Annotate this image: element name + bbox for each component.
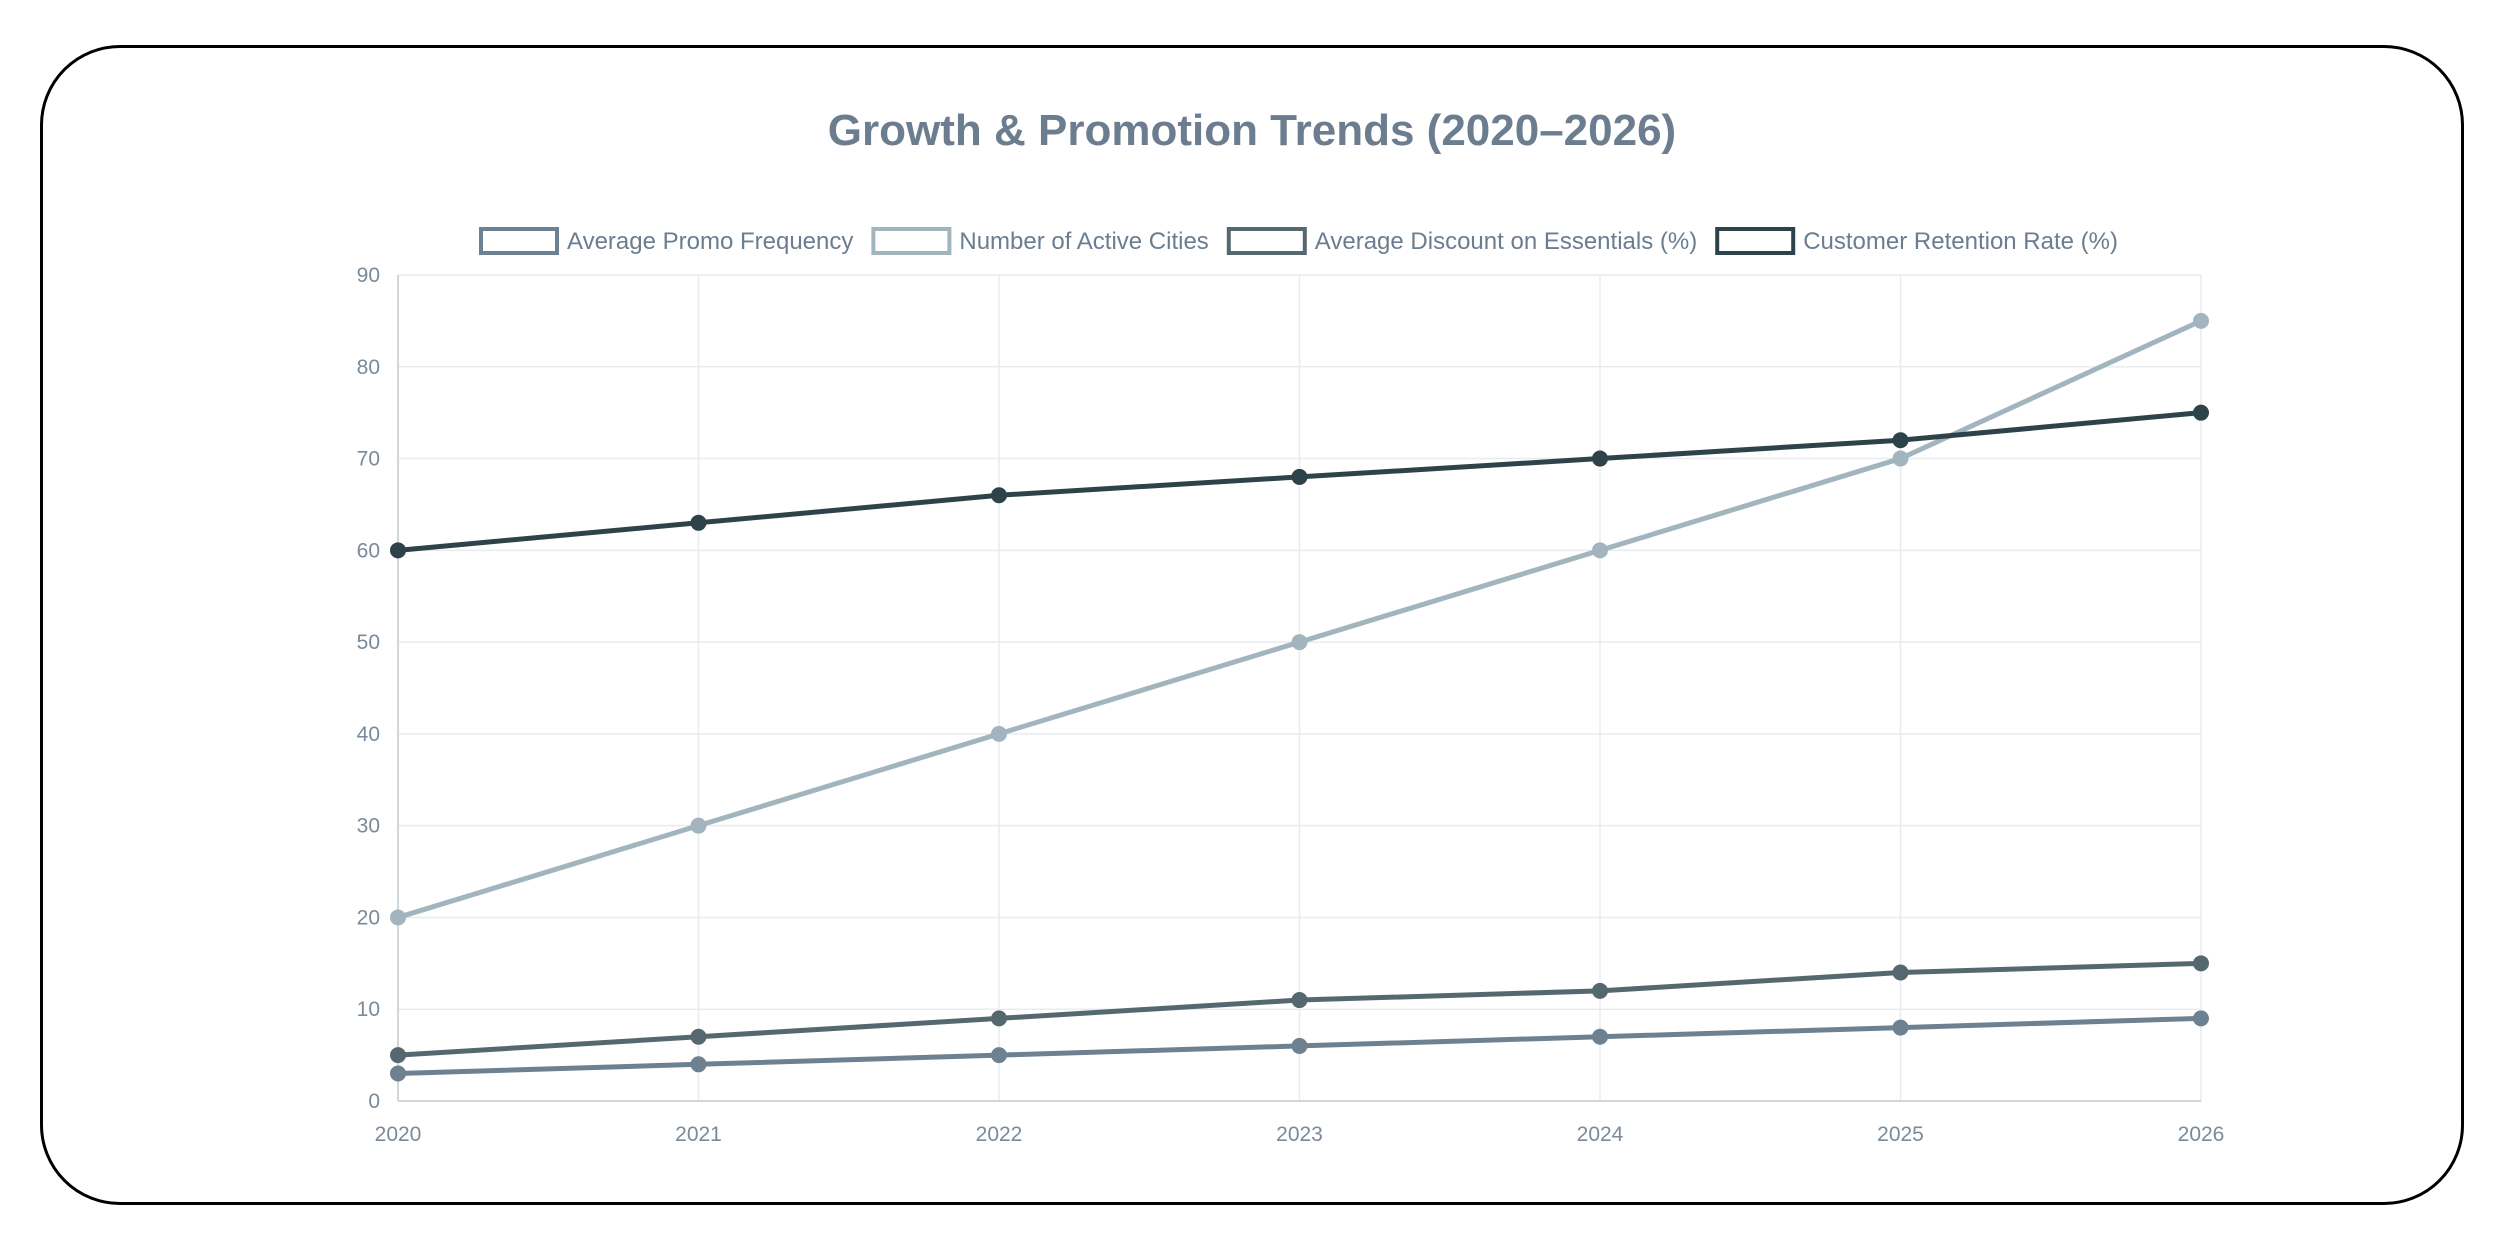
x-tick-label: 2023	[1276, 1123, 1323, 1146]
data-point	[690, 514, 707, 531]
legend-swatch	[479, 227, 559, 255]
y-tick-label: 40	[357, 723, 380, 746]
legend-swatch	[1226, 227, 1307, 255]
y-tick-label: 30	[357, 815, 380, 838]
y-tick-label: 0	[368, 1090, 380, 1113]
y-tick-label: 60	[357, 539, 380, 562]
y-tick-label: 20	[357, 906, 380, 929]
legend-label: Average Discount on Essentials (%)	[1315, 228, 1697, 255]
data-point	[690, 817, 707, 834]
legend-label: Average Promo Frequency	[567, 228, 853, 255]
legend-swatch	[871, 227, 952, 255]
data-point	[991, 725, 1007, 742]
data-point	[2193, 955, 2209, 972]
data-point	[1592, 1028, 1608, 1045]
data-point	[1291, 1037, 1308, 1054]
data-point	[690, 1056, 707, 1073]
y-tick-label: 10	[357, 998, 380, 1021]
legend-label: Number of Active Cities	[959, 228, 1208, 255]
data-point	[991, 1047, 1007, 1064]
x-tick-label: 2026	[2178, 1123, 2225, 1146]
y-tick-label: 50	[357, 631, 380, 654]
data-point	[390, 1047, 406, 1064]
data-point	[1291, 468, 1308, 485]
x-tick-label: 2022	[976, 1123, 1023, 1146]
data-point	[2193, 1010, 2209, 1027]
legend-label: Customer Retention Rate (%)	[1803, 228, 2118, 255]
data-point	[2193, 312, 2209, 329]
line-chart: 0 10 20 30 40 50 60 70 80 90 2020 2021 2022 2023 2024 2…	[357, 227, 2225, 1146]
chart-card: Growth & Promotion Trends (2020–2026) 0 1…	[40, 45, 2464, 1205]
data-point	[1592, 450, 1608, 467]
data-point	[390, 1065, 406, 1082]
data-point	[390, 542, 406, 559]
data-point	[390, 909, 406, 926]
x-tick-label: 2020	[375, 1123, 422, 1146]
data-point	[1592, 982, 1608, 999]
data-point	[2193, 404, 2209, 421]
data-point	[1892, 432, 1909, 449]
y-tick-label: 80	[357, 356, 380, 379]
data-point	[1892, 1019, 1909, 1036]
x-tick-label: 2021	[675, 1123, 722, 1146]
legend-swatch	[1715, 227, 1796, 255]
chart-title: Growth & Promotion Trends (2020–2026)	[827, 106, 1677, 155]
x-tick-label: 2024	[1577, 1123, 1624, 1146]
y-tick-label: 90	[357, 264, 380, 287]
data-point	[1892, 450, 1909, 467]
data-point	[690, 1028, 707, 1045]
y-tick-label: 70	[357, 448, 380, 471]
data-point	[1291, 992, 1308, 1009]
data-point	[1291, 634, 1308, 651]
x-tick-label: 2025	[1877, 1123, 1924, 1146]
data-point	[1892, 964, 1909, 981]
data-point	[991, 1010, 1007, 1027]
data-point	[991, 487, 1007, 504]
data-point	[1592, 542, 1608, 559]
